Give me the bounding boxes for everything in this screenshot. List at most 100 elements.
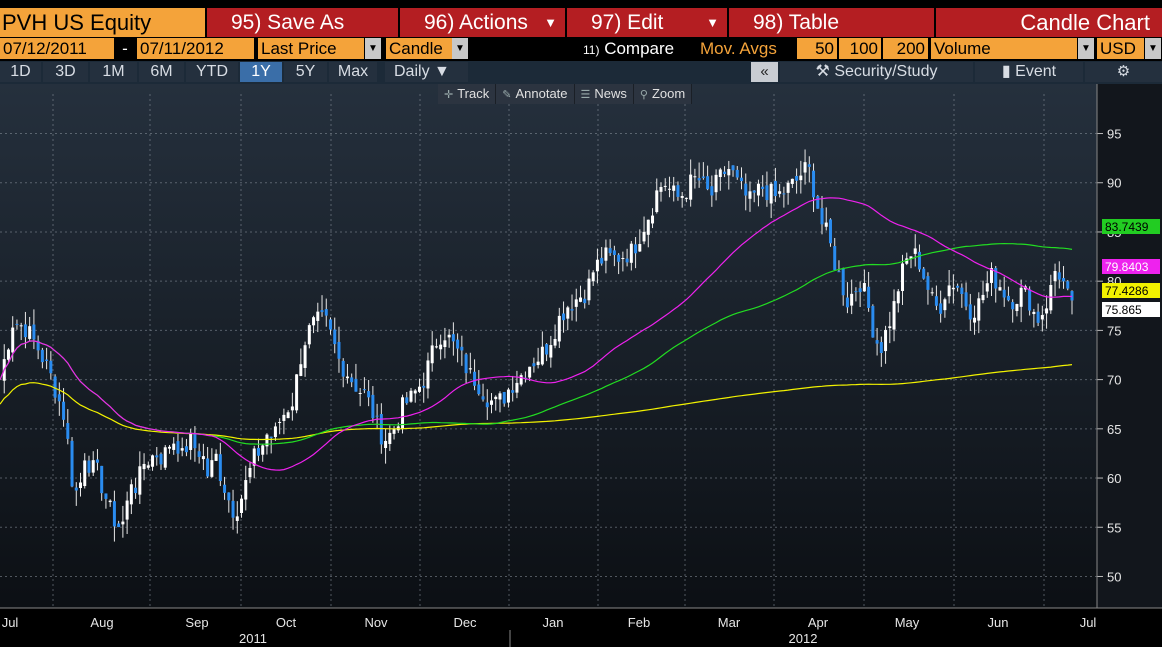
candle-body: [167, 446, 171, 449]
timeframe-1m[interactable]: 1M: [90, 62, 137, 82]
candle-body: [680, 196, 684, 198]
candle-body: [79, 482, 83, 489]
x-tick-label: Jul: [1080, 615, 1097, 630]
candle-body: [735, 169, 739, 178]
candle-body: [621, 257, 625, 259]
last-value-tag: 83.7439: [1102, 219, 1160, 234]
candle-body: [591, 272, 595, 282]
lower-study-select[interactable]: Volume: [931, 38, 1077, 59]
candle-body: [718, 169, 722, 178]
candle-body: [146, 465, 150, 468]
candle-body: [612, 250, 616, 256]
candle-body: [142, 463, 146, 470]
event-label: Event: [1015, 63, 1057, 80]
candle-body: [6, 349, 10, 360]
candle-body: [74, 487, 78, 491]
last-value-tag-text: 75.865: [1105, 303, 1142, 317]
security-study-button[interactable]: ⚒ Security/Study: [780, 62, 973, 82]
candle-body: [367, 391, 371, 398]
candle-body: [884, 329, 888, 352]
track-tool[interactable]: ✛ Track: [438, 84, 497, 104]
timeframe-6m[interactable]: 6M: [139, 62, 184, 82]
candle-body: [218, 454, 222, 481]
timeframe-5y[interactable]: 5Y: [284, 62, 327, 82]
chevron-down-icon[interactable]: ▼: [452, 38, 468, 59]
chevron-down-icon[interactable]: ▼: [1078, 38, 1094, 59]
actions-label: 96) Actions: [424, 11, 528, 34]
settings-button[interactable]: ⚙: [1085, 62, 1162, 82]
candle-body: [778, 191, 782, 194]
last-value-tag-text: 77.4286: [1105, 284, 1149, 298]
candle-body: [443, 340, 447, 348]
event-button[interactable]: ▮ Event: [975, 62, 1083, 82]
x-tick-label: Nov: [364, 615, 388, 630]
price-field-select[interactable]: Last Price: [258, 38, 364, 59]
candle-body: [684, 197, 688, 199]
ma-200-field[interactable]: 200: [883, 38, 928, 59]
candle-body: [303, 345, 307, 368]
candle-body: [151, 455, 155, 467]
currency-select[interactable]: USD: [1097, 38, 1144, 59]
annotate-tool[interactable]: ✎ Annotate: [496, 84, 575, 104]
price-chart[interactable]: 50556065707580859095JulAugSepOctNovDecJa…: [0, 84, 1162, 647]
timeframe-max[interactable]: Max: [329, 62, 377, 82]
ma-50-line: [0, 197, 1073, 471]
candle-body: [608, 248, 612, 254]
candle-body: [324, 309, 328, 316]
candle-body: [939, 303, 943, 314]
candle-body: [773, 180, 777, 197]
candle-body: [337, 341, 341, 359]
chevron-down-icon[interactable]: ▼: [1145, 38, 1161, 59]
candle-body: [481, 396, 485, 400]
zoom-tool[interactable]: ⚲ Zoom: [634, 84, 693, 104]
table-button[interactable]: 98) Table: [729, 8, 934, 37]
candle-body: [447, 334, 451, 338]
candle-body: [693, 176, 697, 178]
chevron-down-icon: ▼: [544, 15, 557, 30]
timeframe-3d[interactable]: 3D: [43, 62, 88, 82]
candle-body: [604, 247, 608, 261]
end-date-field[interactable]: 07/11/2012: [137, 38, 254, 59]
candle-body: [642, 231, 646, 242]
ma-100-field[interactable]: 100: [839, 38, 881, 59]
last-value-tag-text: 79.8403: [1105, 260, 1149, 274]
mov-avgs-label[interactable]: Mov. Avgs: [700, 39, 777, 58]
timeframe-1y[interactable]: 1Y: [240, 62, 282, 82]
news-tool[interactable]: ☰ News: [575, 84, 634, 104]
candle-body: [515, 382, 519, 393]
ma-50-field[interactable]: 50: [797, 38, 837, 59]
candle-body: [15, 323, 19, 325]
chart-tools-bar: ✛ Track ✎ Annotate ☰ News ⚲ Zoom: [438, 84, 693, 104]
candle-body: [659, 187, 663, 192]
collapse-button[interactable]: «: [751, 62, 778, 82]
edit-button[interactable]: 97) Edit ▼: [567, 8, 727, 37]
chart-settings-icon: ⚒: [815, 63, 830, 80]
chevron-down-icon[interactable]: ▼: [365, 38, 381, 59]
ticker-field[interactable]: PVH US Equity: [0, 8, 205, 37]
candle-body: [312, 317, 316, 326]
timeframe-1d[interactable]: 1D: [0, 62, 41, 82]
candle-body: [960, 287, 964, 295]
save-as-label: 95) Save As: [231, 11, 345, 34]
candle-body: [583, 298, 587, 304]
candle-body: [460, 346, 464, 351]
candle-body: [379, 414, 383, 445]
candle-body: [672, 185, 676, 191]
candle-body: [871, 305, 875, 338]
candle-body: [951, 287, 955, 290]
compare-button[interactable]: 11) Compare: [583, 38, 674, 59]
start-date-field[interactable]: 07/12/2011: [0, 38, 114, 59]
timeframe-ytd[interactable]: YTD: [186, 62, 238, 82]
frequency-select[interactable]: Daily ▼: [385, 62, 468, 82]
y-tick-label: 55: [1107, 520, 1121, 535]
candle-body: [362, 389, 366, 391]
candle-body: [638, 244, 642, 252]
security-study-label: Security/Study: [834, 63, 938, 80]
chart-style-select[interactable]: Candle: [386, 38, 452, 59]
candle-body: [723, 171, 727, 174]
actions-button[interactable]: 96) Actions ▼: [400, 8, 565, 37]
candle-body: [667, 188, 671, 190]
candle-body: [769, 183, 773, 204]
save-as-button[interactable]: 95) Save As: [207, 8, 398, 37]
candle-body: [28, 326, 32, 339]
